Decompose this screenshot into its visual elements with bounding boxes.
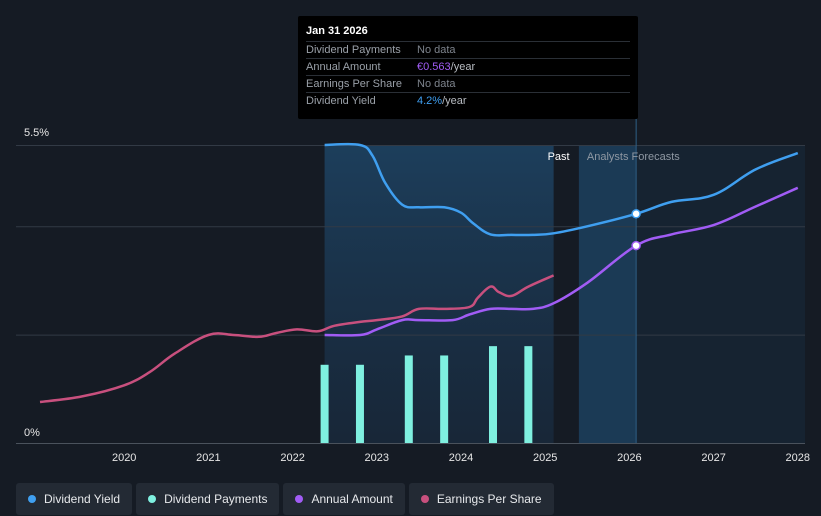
forecast-shaded-region <box>578 145 637 443</box>
x-tick-label: 2021 <box>196 452 220 464</box>
x-tick-label: 2026 <box>617 452 641 464</box>
legend-item-dividend-payments[interactable]: Dividend Payments <box>136 483 280 515</box>
legend-label: Earnings Per Share <box>436 492 542 506</box>
y-label-min: 0% <box>24 427 40 439</box>
tooltip-value: €0.563/year <box>417 61 476 73</box>
legend-item-annual-amount[interactable]: Annual Amount <box>283 483 405 515</box>
tooltip-value: No data <box>417 44 456 56</box>
tooltip-date: Jan 31 2026 <box>306 25 368 37</box>
legend: Dividend Yield Dividend Payments Annual … <box>16 483 554 515</box>
legend-item-dividend-yield[interactable]: Dividend Yield <box>16 483 133 515</box>
dividend-yield-line <box>324 142 799 237</box>
dividend-payment-bar <box>488 346 497 443</box>
tooltip-label: Dividend Yield <box>306 95 376 107</box>
tooltip-label: Earnings Per Share <box>306 78 402 90</box>
y-label-max: 5.5% <box>24 127 49 139</box>
earnings-per-share-line <box>39 274 555 404</box>
forecast-future-region <box>636 145 805 443</box>
tooltip-label: Annual Amount <box>306 61 381 73</box>
dot-icon <box>28 495 36 503</box>
annual-amount-line <box>324 186 799 337</box>
past-label: Past <box>548 151 570 163</box>
dot-icon <box>148 495 157 503</box>
forecast-label: Analysts Forecasts <box>587 151 680 163</box>
dividend-payment-bar <box>355 364 364 443</box>
dividend-yield-marker <box>631 209 641 219</box>
x-tick-label: 2025 <box>533 452 557 464</box>
annual-amount-marker <box>631 240 641 251</box>
legend-item-earnings-per-share[interactable]: Earnings Per Share <box>408 483 554 515</box>
dot-icon <box>420 495 429 503</box>
x-tick-label: 2024 <box>449 452 473 464</box>
tooltip: Jan 31 2026 Dividend Payments No data An… <box>298 16 638 119</box>
x-tick-label: 2028 <box>786 452 810 464</box>
x-tick-label: 2020 <box>112 452 136 464</box>
x-tick-label: 2022 <box>280 452 304 464</box>
tooltip-row-dividend-yield: Dividend Yield 4.2%/year <box>306 92 630 110</box>
x-tick-label: 2023 <box>365 452 389 464</box>
tooltip-label: Dividend Payments <box>306 44 401 56</box>
dividend-payment-bar <box>524 346 533 443</box>
dividend-payment-bar <box>404 355 413 443</box>
legend-label: Dividend Yield <box>44 492 121 506</box>
dividend-payment-bar <box>320 364 329 443</box>
dividend-payment-bar <box>440 355 449 443</box>
tooltip-row-earnings-per-share: Earnings Per Share No data <box>306 75 630 93</box>
tooltip-value: No data <box>417 78 456 90</box>
legend-label: Dividend Payments <box>164 492 268 506</box>
tooltip-value: 4.2%/year <box>417 95 467 107</box>
x-tick-label: 2027 <box>701 452 725 464</box>
tooltip-row-dividend-payments: Dividend Payments No data <box>306 41 630 59</box>
legend-label: Annual Amount <box>311 492 393 506</box>
tooltip-row-annual-amount: Annual Amount €0.563/year <box>306 58 630 76</box>
dot-icon <box>295 495 304 503</box>
